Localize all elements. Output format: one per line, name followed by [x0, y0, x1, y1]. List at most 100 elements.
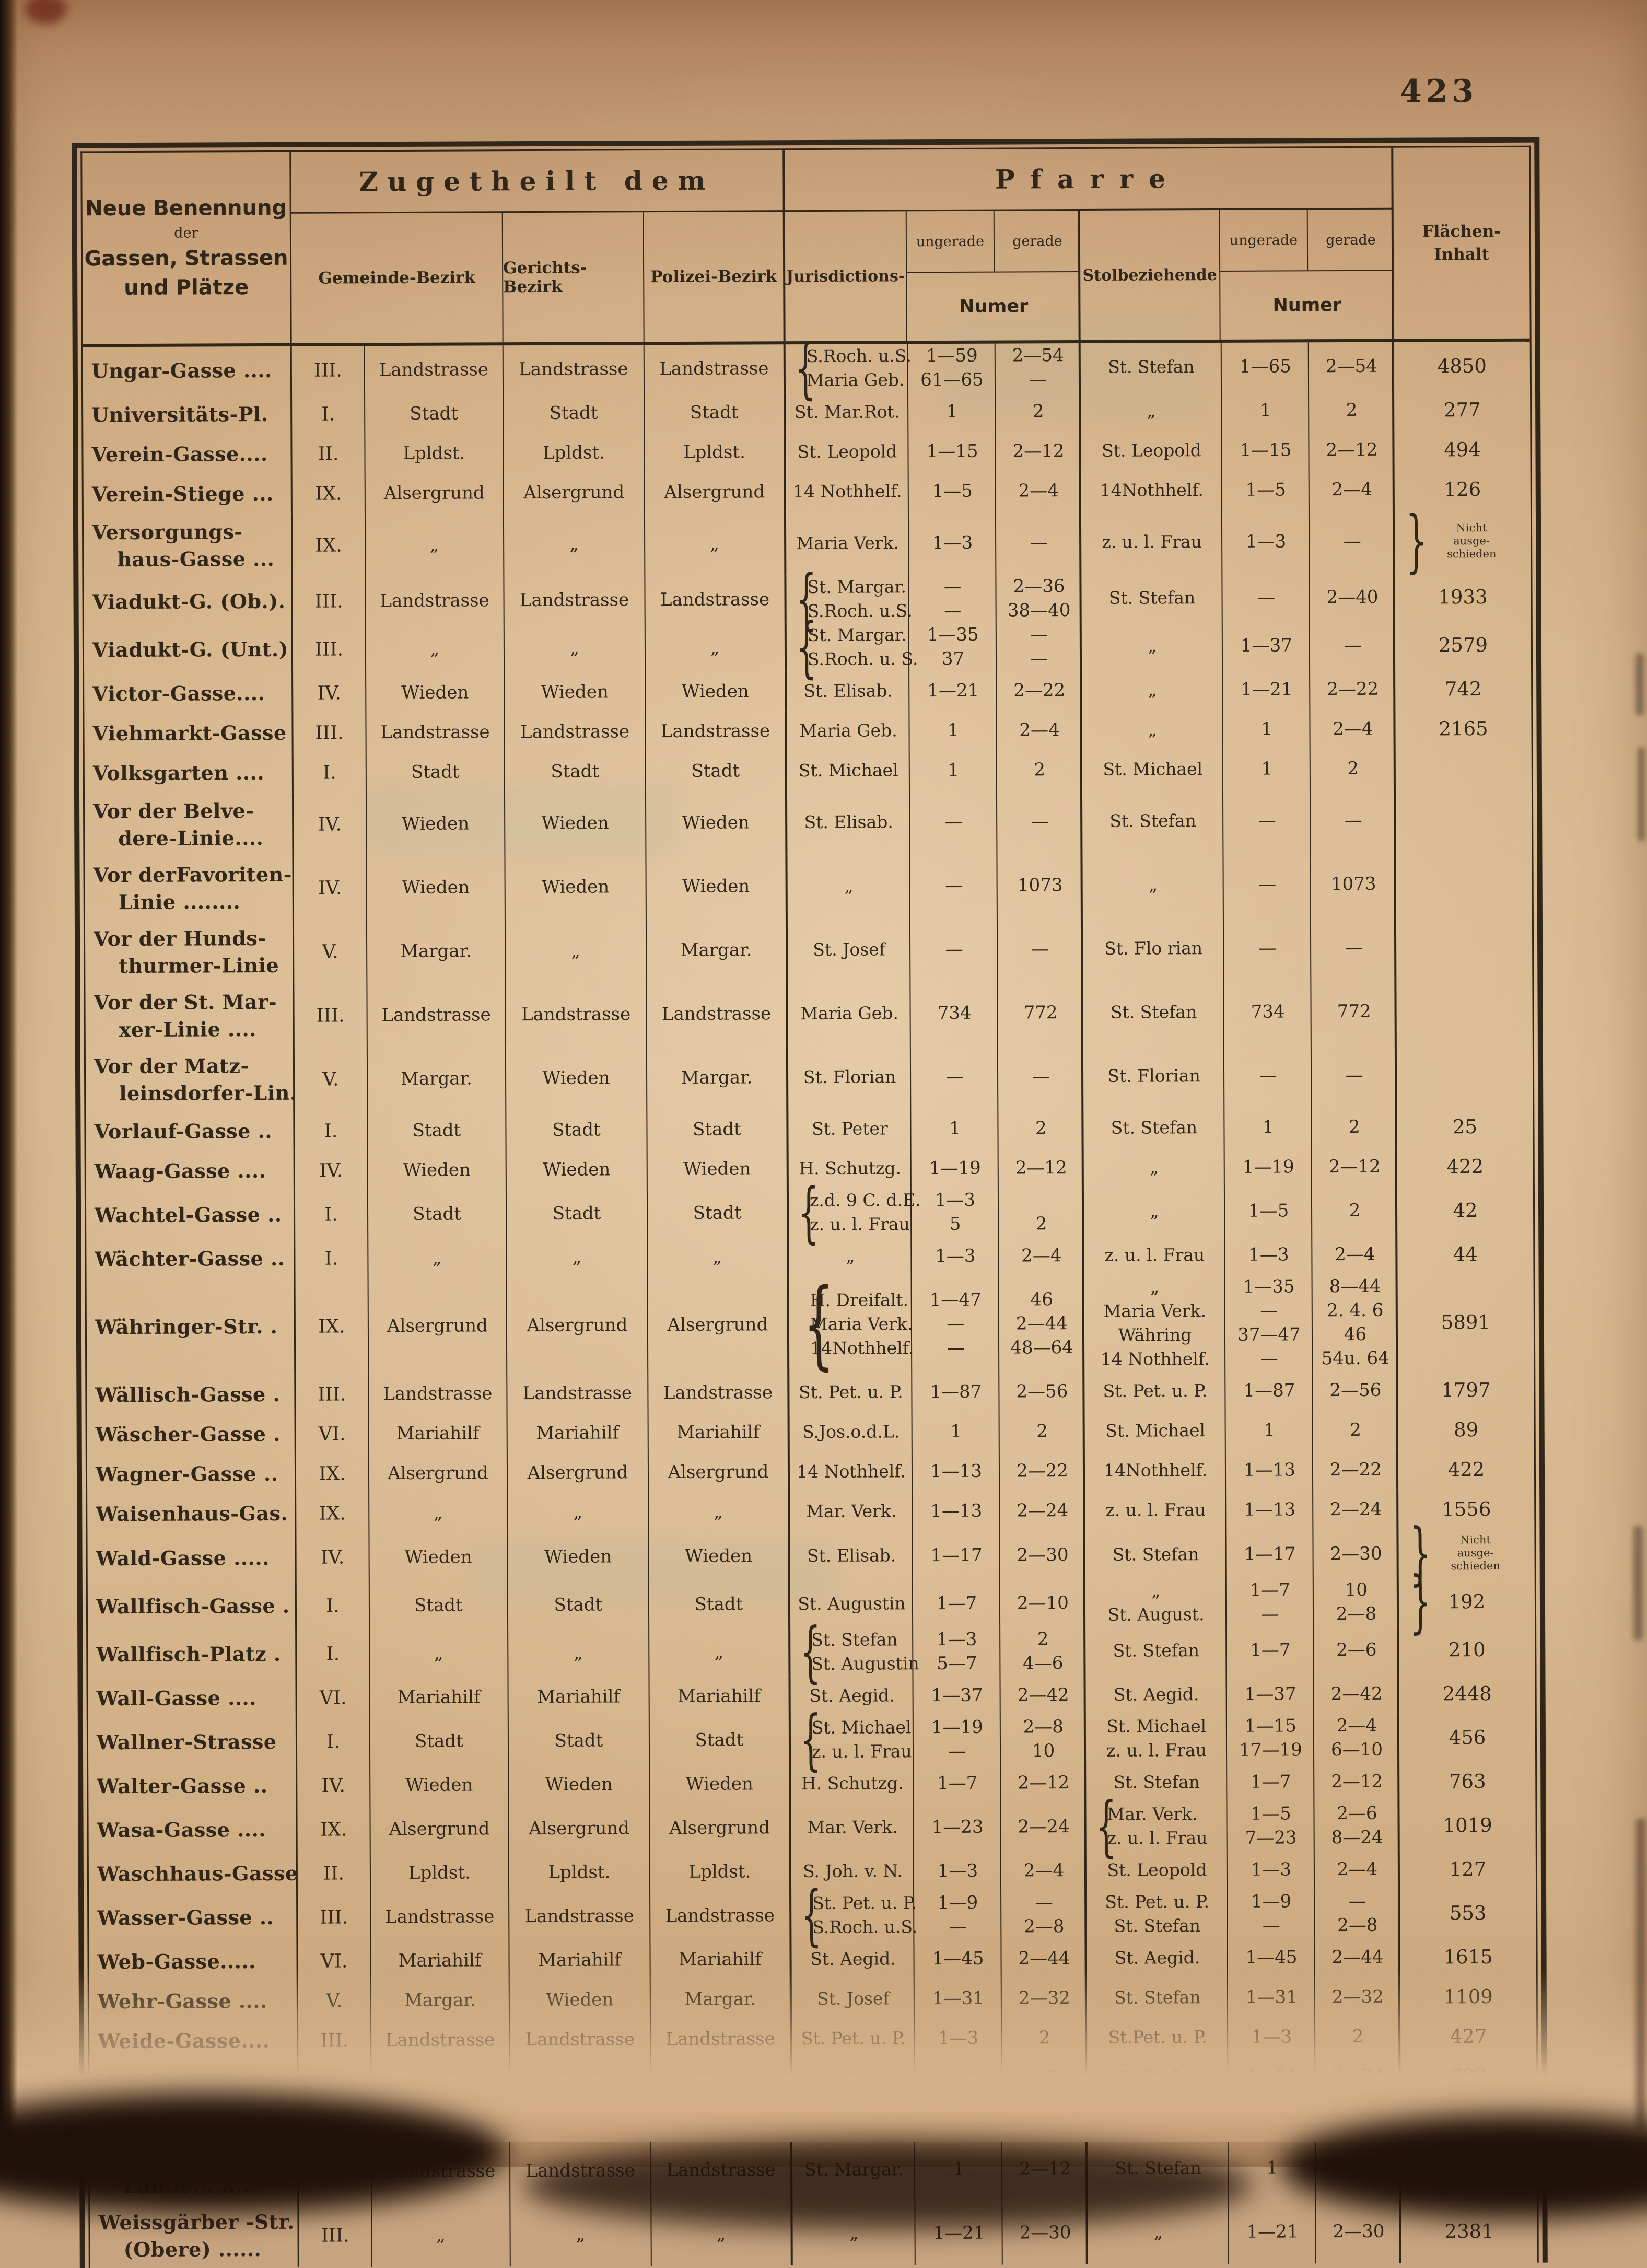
gemeinde-bezirk-value: Landstrasse — [371, 1892, 510, 1941]
street-name: Verein-Stiege ... — [83, 473, 293, 515]
parish-name: St. Pet. u. P. — [801, 2028, 906, 2049]
ungerade-numer: 1 — [949, 1118, 961, 1139]
ungerade-numer: 17—19 — [1239, 1739, 1302, 1761]
street-name-line: Wall-Gasse .... — [96, 1686, 257, 1711]
gerade-numer: — — [1030, 532, 1048, 553]
gerade-numer: 2—44 — [1018, 1948, 1070, 1969]
parish-name: „ — [846, 1246, 855, 1266]
ungerade-numer: 1—45 — [1245, 1947, 1298, 1968]
stolbeziehende-cells: St. Aegid. 1—45 2—44 — [1087, 1937, 1400, 1978]
flaechen-number: 742 — [1444, 677, 1482, 700]
flaechen-number: 89 — [1454, 1418, 1479, 1441]
street-name-line: Waisenhaus-Gas. — [96, 1501, 288, 1526]
street-name: Wäscher-Gasse . — [87, 1414, 296, 1455]
gerichts-bezirk-value: Wieden — [505, 855, 647, 920]
street-name-line: Victor-Gasse.... — [92, 681, 265, 706]
street-name: Vor der Matz-leinsdorfer-Lin. — [85, 1047, 297, 1112]
gerade-numer: 4—6 — [1023, 1653, 1064, 1674]
gerade-numer: 2—56 — [1016, 1381, 1068, 1402]
polizei-bezirk-value: Stadt — [649, 1580, 791, 1629]
ungerade-numer: 1—9 — [937, 1892, 978, 1914]
ungerade-numer: 1 — [1264, 1420, 1276, 1441]
table-row: Wallner-Strasse I. Stadt Stadt Stadt {St… — [88, 1701, 1535, 1778]
street-name-line: Wallfisch-Gasse . — [96, 1594, 290, 1619]
ungerade-numer: 1—19 — [931, 1716, 983, 1738]
gerade-numer: — — [1344, 634, 1362, 656]
jurisdictions-cells: St. Augustin 1—7 2—10 — [790, 1578, 1086, 1629]
gemeinde-bezirk-value: Stadt — [369, 1581, 509, 1630]
ungerade-numer: 734 — [937, 1002, 972, 1024]
gemeinde-bezirk-number: VI. — [297, 1678, 370, 1718]
polizei-bezirk-value: Stadt — [645, 392, 786, 433]
gerichts-bezirk-value: Stadt — [508, 1716, 650, 1765]
parish-name: z. u. l. Frau — [1102, 531, 1202, 552]
header-group-pfarre: Pfarre — [785, 147, 1394, 212]
gemeinde-bezirk-value: „ — [370, 1629, 509, 1678]
ungerade-numer: 1—23 — [931, 1816, 984, 1838]
table-row: Vor der Hunds-thurmer-Linie V. Margar. „… — [85, 915, 1532, 985]
parish-name: Währing — [1118, 1324, 1192, 1345]
ungerade-numer: 1—13 — [1243, 1459, 1296, 1481]
header-line: Inhalt — [1434, 245, 1489, 264]
flaechen-inhalt-value: } 192 — [1399, 1562, 1535, 1641]
ungerade-numer: — — [944, 811, 963, 833]
flaechen-inhalt-value: 210 — [1399, 1625, 1535, 1674]
gemeinde-bezirk-number: I. — [295, 1238, 369, 1278]
table-row: Weide-Gasse.... III. Landstrasse Landstr… — [89, 2016, 1536, 2062]
parish-name: Mar. Verk. — [807, 1817, 898, 1838]
gemeinde-bezirk-number: I. — [295, 1111, 368, 1151]
gerade-numer: 2—24 — [1017, 1500, 1069, 1521]
ungerade-numer: 1—3 — [935, 1189, 976, 1211]
stolbeziehende-cells: {Mar. Verk. 1—5 2—6 z. u. l. Frau 7—23 8—24 — [1086, 1788, 1400, 1865]
gerade-numer: 2—10 — [1017, 1592, 1069, 1614]
gerichts-bezirk-value: „ — [504, 512, 646, 577]
street-name-line: Wehr-Gasse .... — [97, 1988, 267, 2014]
gerade-numer: 2—40 — [1326, 586, 1379, 608]
gerade-numer: 2—22 — [1016, 1460, 1069, 1482]
polizei-bezirk-value: Mariahilf — [650, 1939, 792, 1980]
flaechen-inhalt-value: 427 — [1400, 2016, 1536, 2056]
table-row: Viadukt-G. (Unt.) III. „ „ „ {St. Margar… — [84, 609, 1531, 685]
flaechen-number: 277 — [1443, 398, 1481, 421]
header-ungerade: ungerade — [916, 233, 985, 250]
gerade-numer: 2. 4. 6 — [1327, 1299, 1384, 1321]
gemeinde-bezirk-value: Stadt — [368, 1190, 507, 1239]
parish-name: 14 Nothhelf. — [1100, 1348, 1210, 1369]
stolbeziehende-cells: St. Pet. u. P. 1—9— St. Stefan —2—8 — [1087, 1889, 1400, 1938]
flaechen-inhalt-value: 89 — [1398, 1410, 1534, 1450]
flaechen-inhalt-value — [1397, 1043, 1533, 1107]
street-name-line: (Obere) ...... — [123, 2237, 262, 2262]
header-line: und Plätze — [124, 275, 249, 300]
header-gerade: gerade — [993, 210, 1081, 272]
polizei-bezirk-value: Mariahilf — [648, 1412, 790, 1453]
flaechen-inhalt-value: 763 — [1399, 1761, 1535, 1801]
polizei-bezirk-value: „ — [645, 511, 787, 576]
flaechen-number: 2448 — [1442, 1682, 1492, 1705]
gemeinde-bezirk-value: Wieden — [369, 1532, 508, 1582]
gerade-numer: 2—44 — [1015, 1313, 1068, 1334]
street-name: Waag-Gasse .... — [86, 1150, 295, 1192]
parish-name: „ — [1150, 1276, 1160, 1297]
gerade-numer: 2—22 — [1329, 1459, 1382, 1481]
flaechen-inhalt-value: 5891 — [1398, 1274, 1534, 1370]
ungerade-numer: 1—37 — [1244, 1683, 1296, 1705]
ungerade-numer: 5 — [949, 1213, 961, 1235]
header-flaechen-inhalt: Flächen- Inhalt — [1393, 147, 1529, 339]
gemeinde-bezirk-value: Wieden — [370, 1765, 509, 1806]
ungerade-numer: 1—15 — [1244, 1715, 1296, 1737]
gemeinde-bezirk-number: V. — [294, 1047, 368, 1111]
flaechen-number: 2381 — [1444, 2219, 1494, 2242]
flaechen-inhalt-value: 422 — [1398, 1449, 1534, 1490]
parish-name: Mar. Verk. — [806, 1501, 897, 1522]
ungerade-numer: — — [943, 576, 962, 598]
gemeinde-bezirk-number: IX. — [296, 1453, 370, 1494]
ungerade-numer: 1—9 — [1251, 1891, 1292, 1912]
gemeinde-bezirk-value: Landstrasse — [367, 983, 506, 1048]
jurisdictions-cells: St. Pet. u. P. 1—87 2—56 — [789, 1371, 1085, 1413]
gerade-numer: — — [1031, 811, 1049, 832]
gerade-numer: 2—4 — [1333, 718, 1373, 740]
jurisdictions-cells: Maria Geb. 1 2—4 — [787, 710, 1082, 751]
street-name-line: Walter-Gasse .. — [97, 1773, 268, 1798]
parish-name: Maria Verk. — [1103, 1300, 1207, 1321]
gemeinde-bezirk-number: I. — [292, 394, 366, 434]
